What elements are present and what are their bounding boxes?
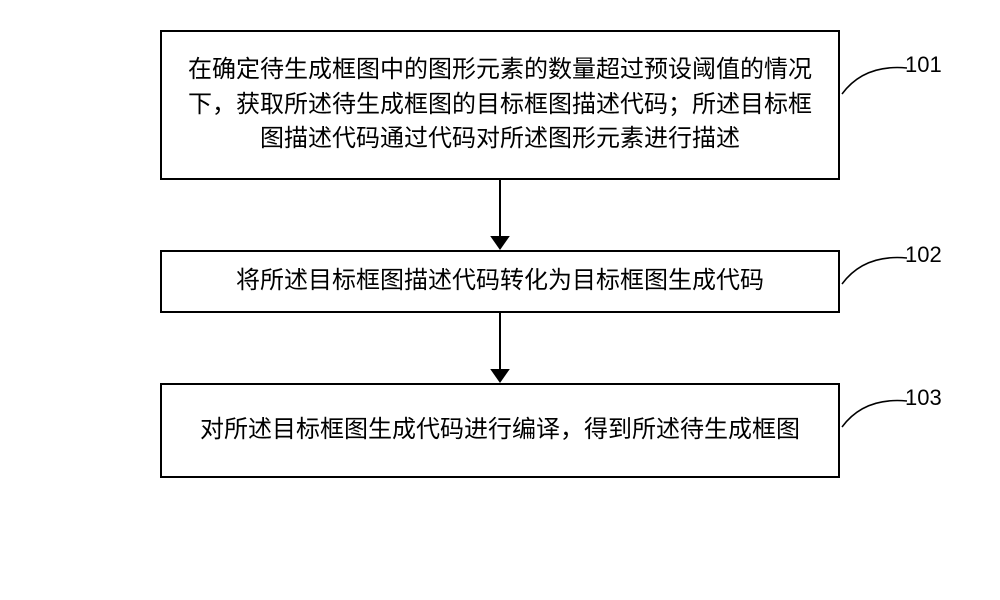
node-label: 101 — [905, 52, 942, 78]
flowchart-row: 将所述目标框图描述代码转化为目标框图生成代码102 — [60, 250, 940, 313]
label-connector — [840, 60, 909, 100]
flowchart-edge — [60, 180, 940, 250]
flowchart-edge — [60, 313, 940, 383]
node-label: 102 — [905, 242, 942, 268]
node-label: 103 — [905, 385, 942, 411]
flowchart-node: 将所述目标框图描述代码转化为目标框图生成代码 — [160, 250, 840, 313]
flowchart-container: 在确定待生成框图中的图形元素的数量超过预设阈值的情况下，获取所述待生成框图的目标… — [60, 30, 940, 478]
flowchart-node: 对所述目标框图生成代码进行编译，得到所述待生成框图 — [160, 383, 840, 478]
flowchart-node: 在确定待生成框图中的图形元素的数量超过预设阈值的情况下，获取所述待生成框图的目标… — [160, 30, 840, 180]
label-connector — [840, 393, 909, 433]
arrow-down-icon — [480, 313, 520, 383]
flowchart-row: 在确定待生成框图中的图形元素的数量超过预设阈值的情况下，获取所述待生成框图的目标… — [60, 30, 940, 180]
flowchart-row: 对所述目标框图生成代码进行编译，得到所述待生成框图 103 — [60, 383, 940, 478]
arrow-down-icon — [480, 180, 520, 250]
label-connector — [840, 250, 909, 290]
